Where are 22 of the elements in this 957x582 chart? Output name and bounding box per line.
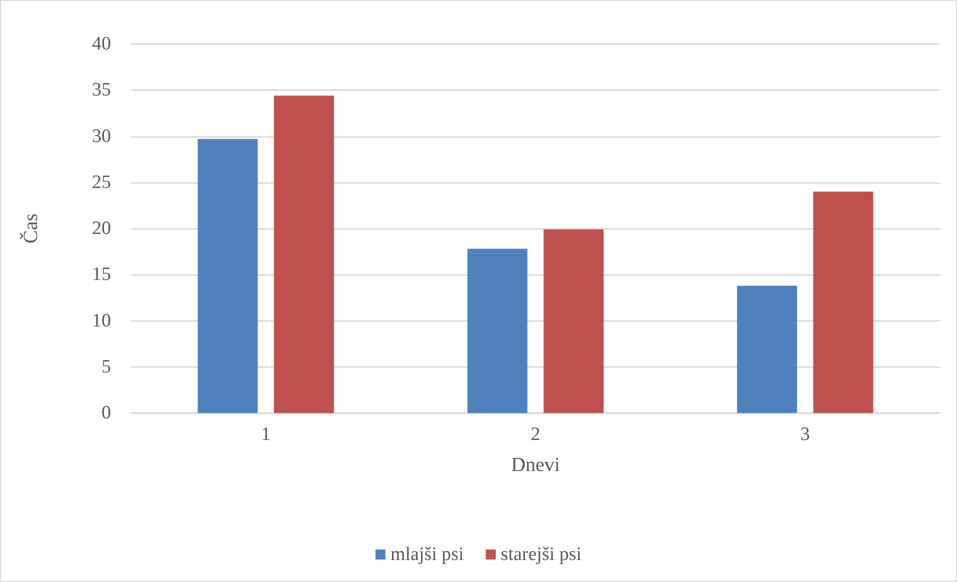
y-axis-title: Čas	[19, 213, 42, 244]
x-tick-label: 3	[800, 424, 810, 445]
legend-label: mlajši psi	[390, 544, 464, 565]
y-tick-label: 25	[92, 172, 111, 193]
y-tick-label: 35	[92, 80, 111, 101]
y-tick-label: 20	[92, 218, 111, 239]
bar	[198, 139, 258, 413]
y-tick-label: 15	[92, 264, 111, 286]
bar	[813, 192, 874, 413]
bar	[274, 96, 334, 413]
y-tick-label: 10	[92, 310, 111, 332]
bar	[467, 248, 528, 413]
bar	[737, 286, 798, 413]
y-tick-label: 5	[102, 356, 111, 378]
bar	[544, 229, 604, 413]
y-tick-label: 40	[92, 34, 111, 54]
x-axis-title: Dnevi	[511, 454, 560, 476]
y-tick-label: 0	[102, 402, 111, 424]
x-tick-label: 2	[530, 424, 540, 445]
legend-label: starejši psi	[500, 544, 582, 565]
x-tick-label: 1	[261, 424, 271, 445]
y-tick-label: 30	[92, 126, 111, 147]
